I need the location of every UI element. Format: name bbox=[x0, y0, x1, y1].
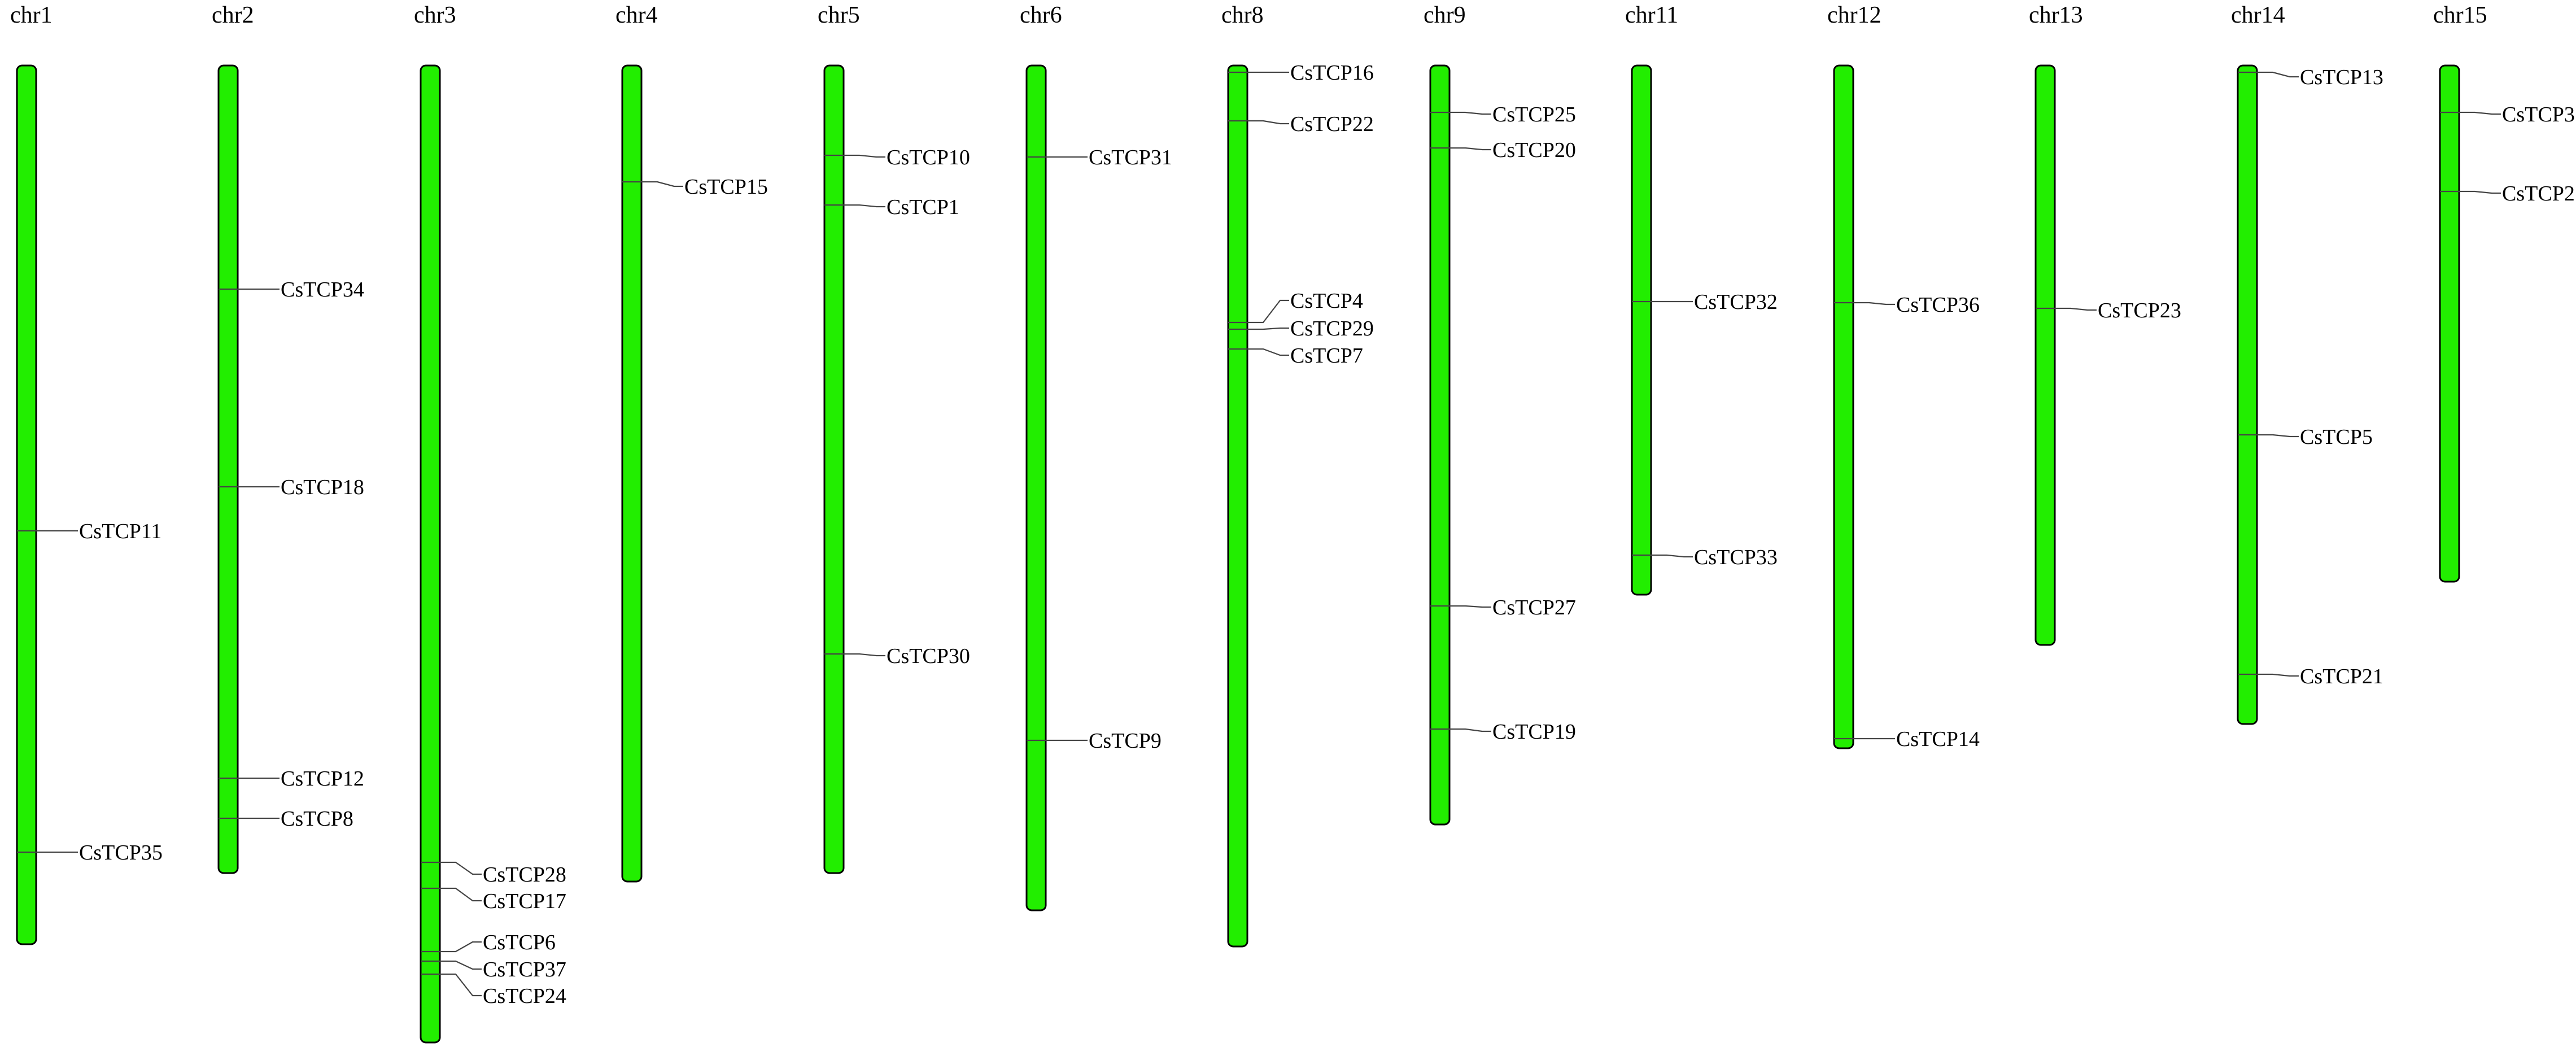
chromosome-label: chr6 bbox=[1020, 2, 1062, 28]
chromosome-bar bbox=[1833, 64, 1854, 749]
gene-label: CsTCP4 bbox=[1290, 289, 1363, 313]
gene-label: CsTCP8 bbox=[281, 807, 353, 831]
gene-label: CsTCP17 bbox=[483, 889, 566, 913]
chromosome-label: chr15 bbox=[2433, 2, 2487, 28]
gene-connector bbox=[440, 861, 482, 875]
gene-label: CsTCP9 bbox=[1089, 729, 1162, 753]
gene-connector bbox=[1449, 605, 1491, 608]
gene-label: CsTCP14 bbox=[1896, 727, 1980, 751]
gene-label: CsTCP24 bbox=[483, 984, 566, 1008]
gene-label: CsTCP22 bbox=[1290, 112, 1374, 136]
gene-label: CsTCP31 bbox=[1089, 146, 1172, 169]
gene-label: CsTCP16 bbox=[1290, 61, 1374, 85]
chromosome-bar bbox=[1227, 64, 1248, 948]
gene-connector bbox=[1247, 120, 1289, 125]
gene-label: CsTCP2 bbox=[2502, 182, 2575, 206]
gene-label: CsTCP23 bbox=[2098, 299, 2181, 322]
gene-connector bbox=[2257, 434, 2299, 438]
gene-label: CsTCP29 bbox=[1290, 317, 1374, 341]
gene-connector bbox=[2257, 673, 2299, 677]
chromosome-bar bbox=[2034, 64, 2056, 646]
chromosome-bar bbox=[420, 64, 441, 1044]
gene-label: CsTCP35 bbox=[79, 841, 163, 865]
chromosome-bar bbox=[2439, 64, 2460, 583]
chromosome-bar bbox=[2237, 64, 2258, 725]
gene-label: CsTCP33 bbox=[1694, 546, 1778, 569]
gene-label: CsTCP20 bbox=[1492, 138, 1576, 162]
chromosome-label: chr8 bbox=[1221, 2, 1264, 28]
chromosome-bar bbox=[1025, 64, 1047, 911]
gene-connector bbox=[1247, 327, 1289, 330]
gene-label: CsTCP15 bbox=[684, 175, 768, 199]
gene-label: CsTCP37 bbox=[483, 958, 566, 981]
gene-connector bbox=[2459, 190, 2501, 194]
chromosome-label: chr14 bbox=[2231, 2, 2285, 28]
gene-connector bbox=[440, 973, 482, 997]
gene-connector bbox=[1651, 554, 1693, 558]
gene-label: CsTCP13 bbox=[2300, 66, 2383, 89]
chromosome-label: chr1 bbox=[10, 2, 53, 28]
gene-label: CsTCP25 bbox=[1492, 103, 1576, 126]
gene-connector bbox=[641, 181, 683, 187]
gene-connector bbox=[844, 154, 885, 158]
chromosome-label: chr3 bbox=[414, 2, 456, 28]
gene-label: CsTCP11 bbox=[79, 520, 161, 543]
gene-label: CsTCP6 bbox=[483, 931, 556, 954]
chromosome-bar bbox=[217, 64, 239, 874]
gene-label: CsTCP10 bbox=[887, 146, 970, 169]
gene-connector bbox=[2459, 111, 2501, 115]
gene-connector bbox=[1853, 302, 1895, 306]
gene-connector bbox=[844, 204, 885, 208]
chromosome-label: chr4 bbox=[615, 2, 658, 28]
chromosome-bar bbox=[1429, 64, 1451, 826]
gene-connector bbox=[440, 941, 482, 953]
gene-label: CsTCP34 bbox=[281, 278, 364, 302]
gene-label: CsTCP7 bbox=[1290, 344, 1363, 368]
gene-label: CsTCP36 bbox=[1896, 293, 1980, 317]
chromosome-label: chr9 bbox=[1424, 2, 1466, 28]
chromosome-label: chr5 bbox=[818, 2, 860, 28]
gene-connector bbox=[1449, 111, 1491, 115]
gene-connector bbox=[1449, 728, 1491, 732]
chromosome-label: chr2 bbox=[212, 2, 254, 28]
chromosome-bar bbox=[16, 64, 37, 945]
gene-label: CsTCP30 bbox=[887, 644, 970, 668]
gene-label: CsTCP18 bbox=[281, 475, 364, 499]
gene-connector bbox=[1247, 348, 1289, 356]
gene-connector bbox=[440, 887, 482, 902]
gene-label: CsTCP19 bbox=[1492, 720, 1576, 744]
gene-connector bbox=[2055, 307, 2097, 311]
chromosome-bar bbox=[1631, 64, 1652, 596]
chromosome-label: chr12 bbox=[1827, 2, 1881, 28]
gene-label: CsTCP5 bbox=[2300, 425, 2373, 449]
gene-label: CsTCP28 bbox=[483, 863, 566, 887]
gene-label: CsTCP32 bbox=[1694, 290, 1778, 314]
chromosome-label: chr11 bbox=[1625, 2, 1678, 28]
chromosome-bar bbox=[823, 64, 845, 874]
gene-connector bbox=[2257, 71, 2299, 78]
gene-label: CsTCP12 bbox=[281, 767, 364, 791]
gene-connector bbox=[440, 960, 482, 970]
gene-connector bbox=[1247, 299, 1289, 324]
chromosome-bar bbox=[621, 64, 643, 883]
gene-label: CsTCP3 bbox=[2502, 103, 2575, 126]
gene-connector bbox=[844, 653, 885, 657]
chromosome-label: chr13 bbox=[2029, 2, 2083, 28]
gene-label: CsTCP27 bbox=[1492, 596, 1576, 620]
gene-label: CsTCP1 bbox=[887, 195, 959, 219]
gene-label: CsTCP21 bbox=[2300, 665, 2383, 688]
gene-connector bbox=[1449, 147, 1491, 151]
